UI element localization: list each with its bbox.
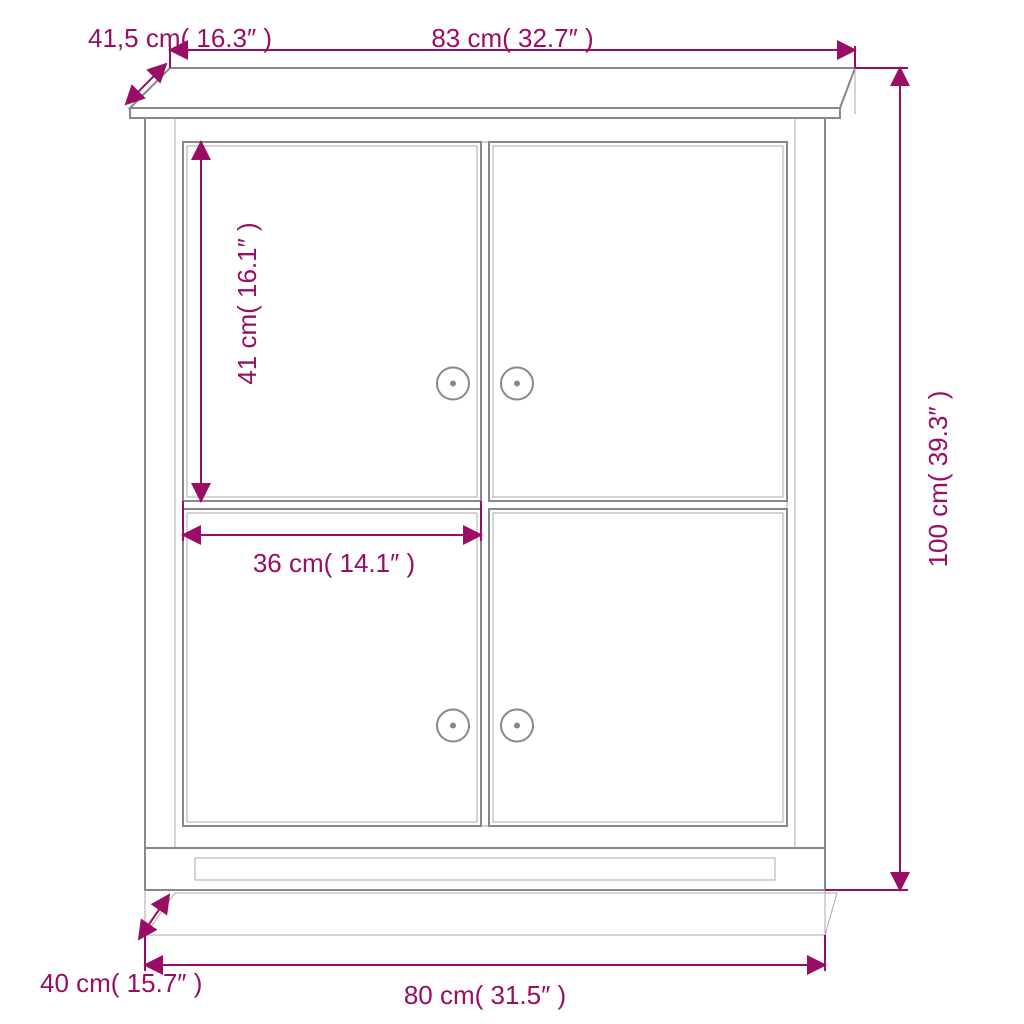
cabinet-outline bbox=[130, 68, 855, 935]
dim-door-height: 41 cm( 16.1″ ) bbox=[232, 222, 262, 384]
dim-base-depth: 40 cm( 15.7″ ) bbox=[40, 968, 202, 998]
cabinet-dimension-diagram: 41,5 cm( 16.3″ ) 83 cm( 32.7″ ) 100 cm( 39… bbox=[0, 0, 1024, 1024]
dim-top-width: 83 cm( 32.7″ ) bbox=[431, 23, 593, 53]
svg-text:41,5 cm( 16.3″ ): 41,5 cm( 16.3″ ) bbox=[88, 23, 272, 53]
dim-door-width: 36 cm( 14.1″ ) bbox=[253, 548, 415, 578]
dim-full-height: 100 cm( 39.3″ ) bbox=[923, 391, 953, 568]
dim-base-width: 80 cm( 31.5″ ) bbox=[404, 980, 566, 1010]
